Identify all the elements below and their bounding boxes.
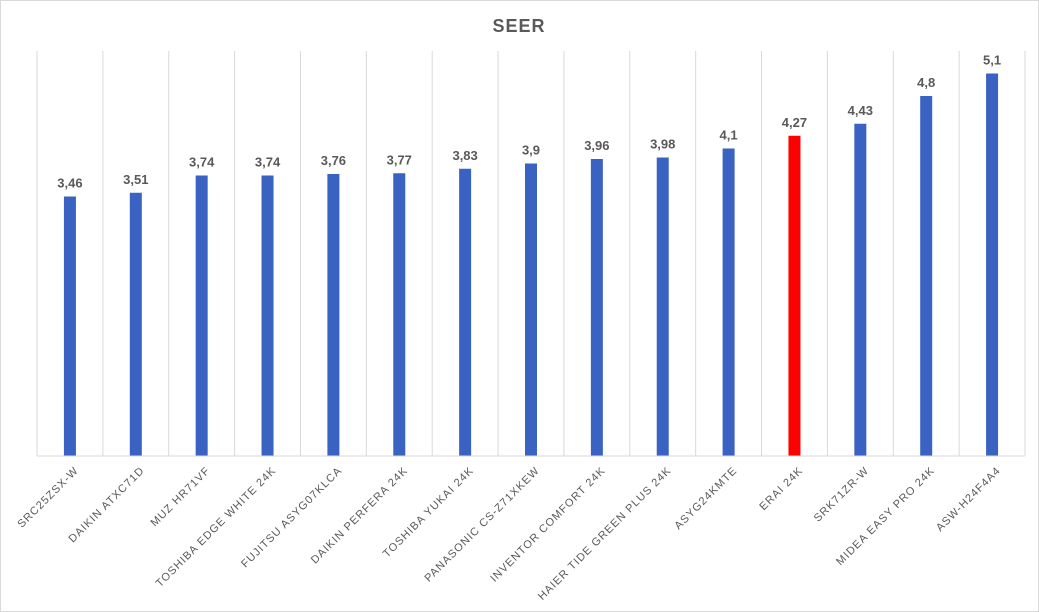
bar bbox=[722, 148, 735, 456]
data-label: 3,83 bbox=[452, 148, 477, 163]
chart-title: SEER bbox=[492, 16, 545, 36]
data-label-layer: 3,46 3,51 3,74 3,74 3,76 3,77 3,83 3,9 3,96 3,98 4… bbox=[57, 53, 1001, 191]
bar bbox=[788, 135, 801, 456]
bar-layer bbox=[63, 73, 999, 456]
data-label: 3,9 bbox=[522, 143, 540, 158]
bar bbox=[656, 157, 669, 456]
grid-layer bbox=[36, 51, 1026, 456]
bar bbox=[393, 173, 406, 456]
x-tick-label: PANASONIC CS-Z71XKEW bbox=[422, 465, 542, 585]
data-label: 4,1 bbox=[720, 128, 738, 143]
x-tick-label: ASW-H24F4A4 bbox=[934, 465, 1003, 534]
x-tick-label: MUZ HR71VF bbox=[148, 465, 212, 529]
bar bbox=[986, 73, 999, 456]
data-label: 3,46 bbox=[57, 176, 82, 191]
bar bbox=[327, 174, 340, 456]
bar bbox=[459, 168, 472, 456]
x-tick-label: SRK71ZR-W bbox=[812, 465, 872, 525]
x-tick-label: INVENTOR COMFORT 24K bbox=[488, 465, 608, 585]
bar bbox=[920, 96, 933, 456]
data-label: 4,8 bbox=[917, 75, 935, 90]
data-label: 3,76 bbox=[321, 153, 346, 168]
data-label: 5,1 bbox=[983, 53, 1001, 68]
x-tick-label: HAIER TIDE GREEN PLUS 24K bbox=[536, 465, 674, 603]
data-label: 3,98 bbox=[650, 137, 675, 152]
bar bbox=[854, 123, 867, 456]
bar bbox=[195, 175, 208, 456]
x-tick-label: ASYG24KMTE bbox=[672, 465, 739, 532]
data-label: 3,74 bbox=[255, 155, 281, 170]
x-tick-label: ERAI 24K bbox=[757, 465, 805, 513]
data-label: 4,27 bbox=[782, 115, 807, 130]
bar bbox=[525, 163, 537, 456]
x-tick-label: DAIKIN ATXC71D bbox=[67, 465, 147, 545]
bar bbox=[129, 192, 142, 456]
data-label: 3,74 bbox=[189, 155, 215, 170]
x-tick-label: TOSHIBA EDGE WHITE 24K bbox=[154, 465, 279, 590]
data-label: 3,96 bbox=[584, 138, 609, 153]
bar bbox=[261, 175, 274, 456]
bar bbox=[63, 196, 76, 456]
data-label: 3,77 bbox=[387, 152, 412, 167]
data-label: 4,43 bbox=[848, 103, 873, 118]
data-label: 3,51 bbox=[123, 172, 148, 187]
x-tick-label: SRC25ZSX-W bbox=[15, 465, 81, 531]
bar bbox=[590, 159, 603, 456]
